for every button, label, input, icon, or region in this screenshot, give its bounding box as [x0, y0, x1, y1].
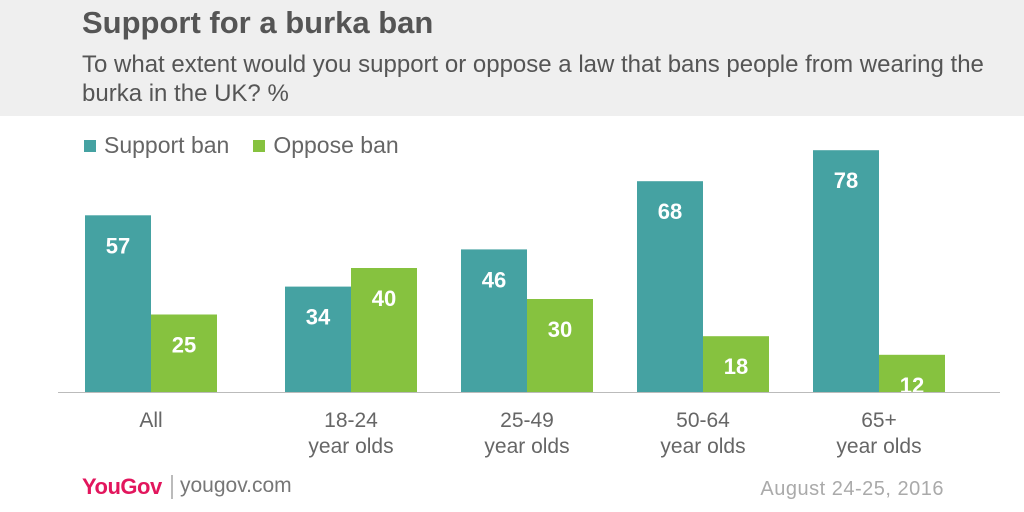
legend: Support ban Oppose ban	[84, 132, 423, 159]
category-label-1-0: 18-24	[324, 409, 378, 432]
data-label-support-0: 57	[106, 233, 130, 258]
chart-subtitle: To what extent would you support or oppo…	[82, 51, 984, 107]
legend-swatch-support	[84, 139, 96, 152]
bar-oppose-3	[703, 336, 769, 392]
bar-support-0	[85, 215, 151, 392]
chart-title: Support for a burka ban	[82, 5, 434, 40]
legend-item-support: Support ban	[84, 132, 229, 159]
header-band: Support for a burka ban To what extent w…	[0, 0, 1024, 116]
footer-divider	[171, 475, 173, 499]
yougov-logo: YouGov	[82, 474, 162, 499]
data-label-oppose-2: 30	[548, 317, 572, 342]
data-label-support-1: 34	[306, 305, 331, 330]
data-label-support-4: 78	[834, 168, 858, 193]
category-label-4-0: 65+	[861, 409, 897, 432]
data-label-support-3: 68	[658, 199, 682, 224]
category-label-1-1: year olds	[308, 435, 393, 458]
bar-oppose-4	[879, 354, 945, 392]
footer-date: August 24-25, 2016	[760, 478, 944, 500]
bar-oppose-0	[151, 314, 217, 392]
bar-support-2	[461, 249, 527, 392]
bar-support-3	[637, 181, 703, 392]
category-label-2-0: 25-49	[500, 409, 554, 432]
bar-support-1	[285, 286, 351, 392]
data-label-oppose-1: 40	[372, 286, 396, 311]
category-label-2-1: year olds	[484, 435, 569, 458]
legend-item-oppose: Oppose ban	[253, 132, 399, 159]
data-label-oppose-0: 25	[172, 333, 196, 358]
category-label-4-1: year olds	[836, 435, 921, 458]
category-label-3-1: year olds	[660, 435, 745, 458]
data-label-oppose-3: 18	[724, 354, 748, 379]
footer-site-link[interactable]: yougov.com	[180, 474, 292, 497]
legend-label-support: Support ban	[104, 132, 230, 158]
legend-swatch-oppose	[253, 139, 266, 152]
bar-oppose-1	[351, 268, 417, 392]
data-label-oppose-4: 12	[900, 373, 924, 398]
category-label-3-0: 50-64	[676, 409, 730, 432]
bar-oppose-2	[527, 299, 593, 392]
data-label-support-2: 46	[482, 267, 506, 292]
legend-label-oppose: Oppose ban	[273, 132, 399, 158]
bar-support-4	[813, 150, 879, 392]
category-label-0-0: All	[139, 409, 162, 432]
